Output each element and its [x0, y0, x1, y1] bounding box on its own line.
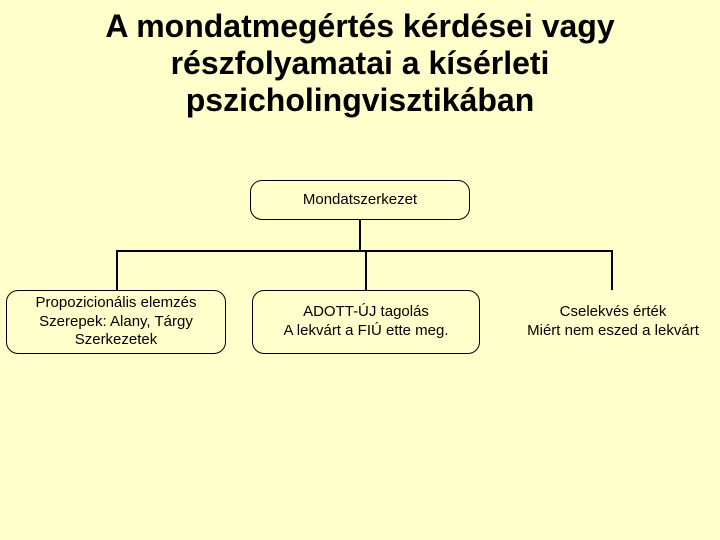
connector: [359, 220, 361, 250]
tree-child-node: Propozicionális elemzés Szerepek: Alany,…: [6, 290, 226, 354]
tree-diagram: Mondatszerkezet Propozicionális elemzés …: [0, 180, 720, 400]
node-line: Cselekvés érték: [560, 303, 667, 322]
slide-title: A mondatmegértés kérdései vagy részfolya…: [0, 0, 720, 118]
node-line: Szerkezetek: [75, 331, 158, 350]
node-line: Szerepek: Alany, Tárgy: [39, 313, 193, 332]
connector: [365, 250, 367, 290]
node-line: Miért nem eszed a lekvárt: [527, 322, 699, 341]
connector: [116, 250, 118, 290]
node-line: Propozicionális elemzés: [36, 294, 197, 313]
node-line: ADOTT-ÚJ tagolás: [303, 303, 429, 322]
connector: [611, 250, 613, 290]
tree-child-node: ADOTT-ÚJ tagolás A lekvárt a FIÚ ette me…: [252, 290, 480, 354]
tree-root-node: Mondatszerkezet: [250, 180, 470, 220]
node-label: Mondatszerkezet: [303, 191, 417, 210]
node-line: A lekvárt a FIÚ ette meg.: [283, 322, 448, 341]
tree-child-node: Cselekvés érték Miért nem eszed a lekvár…: [506, 290, 720, 354]
